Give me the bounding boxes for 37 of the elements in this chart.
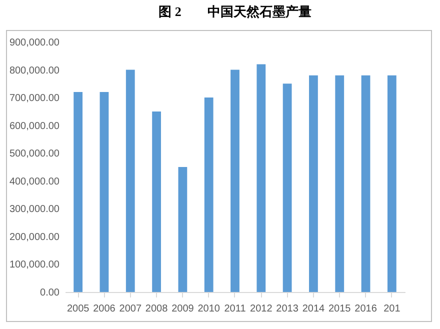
x-tick-label: 2013 (276, 304, 299, 314)
x-tick-label: 2011 (224, 304, 246, 314)
bar (361, 75, 370, 292)
x-tick-label: 201 (384, 304, 401, 314)
y-tick-label: 500,000.00 (9, 148, 60, 160)
y-tick-label: 0.00 (40, 288, 60, 298)
x-tick-label: 2016 (354, 304, 378, 314)
bar (204, 98, 214, 292)
y-tick-label: 600,000.00 (9, 120, 60, 132)
y-tick-label: 800,000.00 (9, 65, 60, 76)
bar (74, 92, 83, 292)
bar (335, 75, 344, 292)
x-tick-label: 2012 (250, 304, 273, 314)
x-tick-label: 2005 (66, 304, 90, 314)
y-tick-label: 700,000.00 (9, 93, 60, 104)
x-tick-label: 2014 (302, 304, 326, 314)
x-tick-label: 2010 (198, 304, 220, 314)
bar (126, 70, 135, 292)
y-tick-label: 100,000.00 (9, 260, 60, 271)
x-tick-label: 2015 (328, 304, 352, 314)
y-tick-label: 400,000.00 (9, 176, 60, 188)
bar (256, 64, 266, 292)
x-tick-label: 2008 (145, 304, 168, 314)
bar (387, 75, 396, 292)
bar (230, 70, 240, 292)
y-tick-label: 300,000.00 (9, 204, 60, 216)
x-tick-label: 2009 (172, 304, 194, 314)
bar (152, 111, 161, 292)
x-tick-label: 2006 (93, 304, 116, 314)
bar (309, 75, 318, 292)
chart-title: 图 2 中国天然石墨产量 (158, 4, 312, 19)
bar (100, 92, 109, 292)
y-tick-label: 200,000.00 (9, 232, 60, 243)
bar (178, 167, 188, 292)
bar (282, 84, 292, 292)
y-tick-label: 900,000.00 (9, 38, 60, 48)
x-tick-label: 2007 (119, 304, 142, 314)
